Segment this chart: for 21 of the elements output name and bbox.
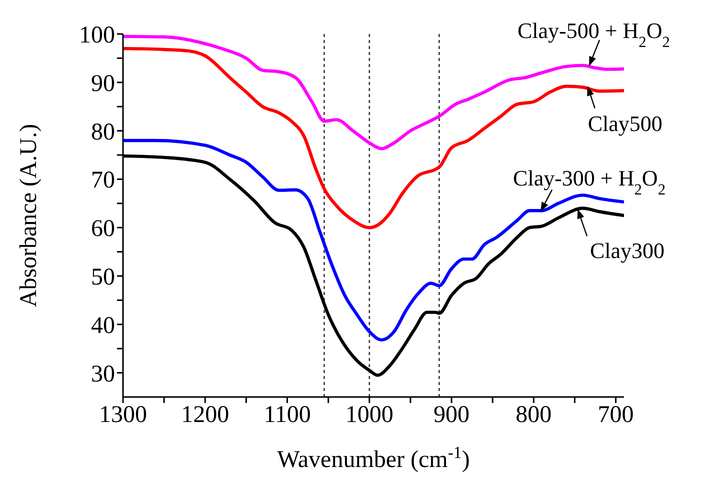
x-axis-title: Wavenumber (cm$^{-1}$) [277,442,470,473]
annotation: Clay300 [590,238,665,264]
y-tick-label: 100 [79,22,115,49]
y-tick-label: 30 [91,361,115,388]
y-tick-label: 60 [91,216,115,242]
annotation: Clay-300 + H$_{2}$O$_{2}$ [513,166,666,198]
y-tick-label: 90 [91,70,115,97]
y-tick-label: 80 [91,119,115,146]
annotation: Clay-500 + H$_{2}$O$_{2}$ [518,18,670,50]
y-axis-title: Absorbance (A.U.) [16,124,42,308]
y-tick-label: 50 [91,264,115,291]
x-tick-label: 700 [598,402,634,428]
x-tick-label: 1000 [345,402,394,428]
x-tick-label: 800 [516,402,552,428]
x-tick-label: 900 [434,402,470,428]
x-tick-label: 1100 [264,402,311,428]
x-tick-label: 1200 [181,402,230,428]
y-tick-label: 40 [91,312,115,339]
x-tick-label: 1300 [99,402,147,428]
annotation: Clay500 [588,111,662,136]
y-tick-label: 70 [91,168,115,194]
